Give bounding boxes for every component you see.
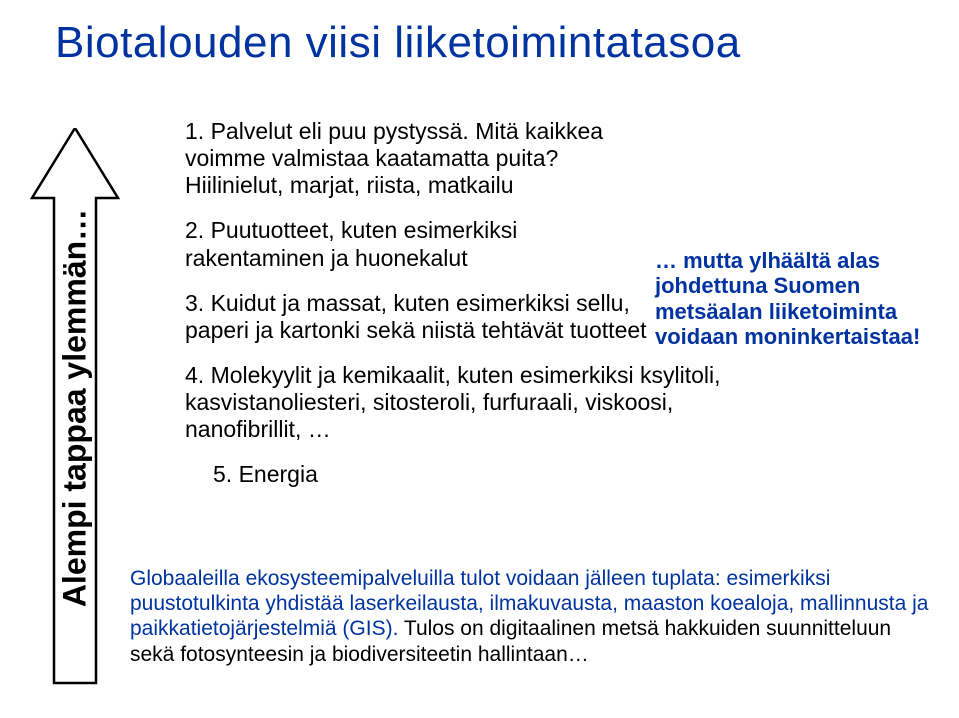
footer-paragraph: Globaaleilla ekosysteemipalveluilla tulo… [130,566,930,667]
item-4: 4. Molekyylit ja kemikaalit, kuten esime… [185,362,725,443]
item-1-text: Palvelut eli puu pystyssä. Mitä kaikkea … [185,118,603,171]
item-5: 5. Energia [213,461,683,488]
item-1-num: 1. [185,118,204,144]
arrow-label: Alempi tappaa ylemmän… [57,209,94,607]
upward-arrow: Alempi tappaa ylemmän… [30,128,120,688]
item-4-text: Molekyylit ja kemikaalit, kuten esimerki… [185,362,721,442]
item-3-text: Kuidut ja massat, kuten esimerkiksi sell… [185,290,647,343]
item-2: 2. Puutuotteet, kuten esimerkiksi rakent… [185,217,655,271]
item-2-num: 2. [185,217,204,243]
item-3: 3. Kuidut ja massat, kuten esimerkiksi s… [185,290,655,344]
slide-title: Biotalouden viisi liiketoimintatasoa [55,18,959,68]
item-1-sub: Hiilinielut, marjat, riista, matkailu [185,172,655,199]
item-4-num: 4. [185,362,204,388]
item-3-num: 3. [185,290,204,316]
item-2-text: Puutuotteet, kuten esimerkiksi rakentami… [185,217,517,270]
item-5-num: 5. [213,461,232,487]
content-area: 1. Palvelut eli puu pystyssä. Mitä kaikk… [185,118,915,506]
callout-text: … mutta ylhäältä alas johdettuna Suomen … [655,248,925,349]
item-5-text: Energia [239,461,318,487]
item-1: 1. Palvelut eli puu pystyssä. Mitä kaikk… [185,118,655,199]
